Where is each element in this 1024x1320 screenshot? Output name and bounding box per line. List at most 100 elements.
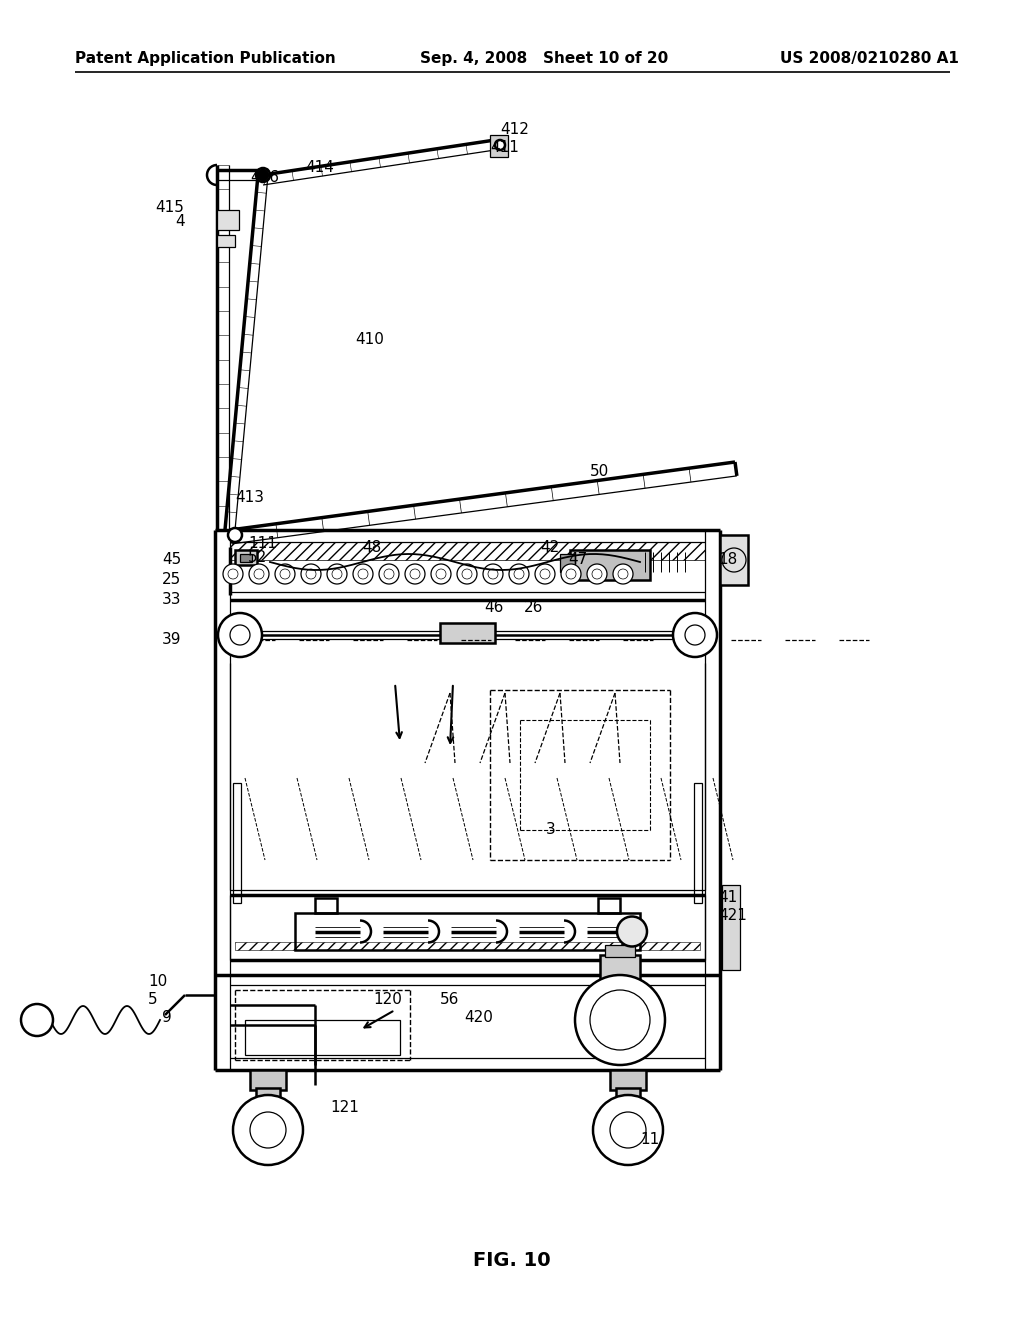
Bar: [600, 954, 640, 985]
Text: 33: 33: [162, 593, 181, 607]
Bar: [720, 535, 748, 585]
Text: FIG. 10: FIG. 10: [473, 1250, 551, 1270]
Text: 4: 4: [175, 214, 184, 230]
Circle shape: [275, 564, 295, 583]
Circle shape: [258, 170, 268, 180]
Text: 25: 25: [162, 573, 181, 587]
Text: 416: 416: [250, 169, 279, 185]
Circle shape: [406, 564, 425, 583]
Text: 121: 121: [330, 1101, 358, 1115]
Bar: [440, 623, 495, 643]
Bar: [240, 554, 252, 562]
Circle shape: [587, 564, 607, 583]
Circle shape: [613, 564, 633, 583]
Circle shape: [233, 1096, 303, 1166]
Text: 42: 42: [540, 540, 559, 554]
Text: 5: 5: [148, 993, 158, 1007]
Text: 47: 47: [568, 553, 587, 568]
Text: 26: 26: [524, 601, 544, 615]
Circle shape: [436, 569, 446, 579]
Text: 412: 412: [500, 123, 528, 137]
Circle shape: [280, 569, 290, 579]
Text: 3: 3: [546, 822, 556, 837]
Text: 48: 48: [362, 540, 381, 556]
Circle shape: [509, 564, 529, 583]
Text: 410: 410: [355, 333, 384, 347]
Bar: [560, 554, 575, 572]
Bar: [233, 783, 241, 903]
Text: Patent Application Publication: Patent Application Publication: [75, 50, 336, 66]
Text: 52: 52: [248, 550, 267, 565]
Circle shape: [673, 612, 717, 657]
Text: 420: 420: [464, 1011, 493, 1026]
Text: 50: 50: [590, 465, 609, 479]
Text: 45: 45: [162, 553, 181, 568]
Circle shape: [462, 569, 472, 579]
Text: 413: 413: [234, 491, 264, 506]
Bar: [245, 1020, 400, 1055]
Circle shape: [610, 1111, 646, 1148]
Circle shape: [327, 564, 347, 583]
Text: Sep. 4, 2008   Sheet 10 of 20: Sep. 4, 2008 Sheet 10 of 20: [420, 50, 669, 66]
Circle shape: [488, 569, 498, 579]
Text: 414: 414: [305, 160, 334, 174]
Bar: [234, 942, 700, 950]
Bar: [722, 884, 740, 970]
Circle shape: [223, 564, 243, 583]
Circle shape: [514, 569, 524, 579]
Circle shape: [249, 564, 269, 583]
Circle shape: [301, 564, 321, 583]
Circle shape: [540, 569, 550, 579]
Circle shape: [228, 528, 242, 543]
Text: US 2008/0210280 A1: US 2008/0210280 A1: [780, 50, 958, 66]
Circle shape: [254, 569, 264, 579]
Bar: [490, 135, 508, 157]
Text: 9: 9: [162, 1011, 172, 1026]
Circle shape: [306, 569, 316, 579]
Bar: [250, 1071, 286, 1090]
Circle shape: [618, 569, 628, 579]
Circle shape: [617, 916, 647, 946]
Circle shape: [228, 569, 238, 579]
Circle shape: [332, 569, 342, 579]
Bar: [610, 1071, 646, 1090]
Bar: [260, 1098, 276, 1106]
Bar: [217, 235, 234, 247]
Circle shape: [353, 564, 373, 583]
Text: 415: 415: [155, 199, 184, 214]
Circle shape: [379, 564, 399, 583]
Circle shape: [431, 564, 451, 583]
Circle shape: [457, 564, 477, 583]
Bar: [570, 550, 650, 579]
Text: 411: 411: [490, 140, 519, 156]
Bar: [694, 783, 702, 903]
Text: 11: 11: [640, 1133, 659, 1147]
Bar: [620, 1098, 636, 1106]
Circle shape: [384, 569, 394, 579]
Bar: [230, 543, 705, 560]
Text: 120: 120: [373, 993, 401, 1007]
Circle shape: [495, 140, 505, 150]
Text: 111: 111: [248, 536, 276, 550]
Text: 56: 56: [440, 993, 460, 1007]
Text: 41: 41: [718, 891, 737, 906]
Bar: [315, 898, 337, 913]
Bar: [234, 550, 257, 565]
Circle shape: [250, 1111, 286, 1148]
Circle shape: [410, 569, 420, 579]
Text: 46: 46: [484, 601, 504, 615]
Circle shape: [535, 564, 555, 583]
Circle shape: [592, 569, 602, 579]
Bar: [616, 1088, 640, 1100]
Circle shape: [358, 569, 368, 579]
Bar: [295, 913, 640, 950]
Bar: [256, 1088, 280, 1100]
Circle shape: [22, 1005, 53, 1036]
Circle shape: [483, 564, 503, 583]
Text: 10: 10: [148, 974, 167, 990]
Circle shape: [593, 1096, 663, 1166]
Circle shape: [256, 168, 270, 182]
Bar: [217, 210, 239, 230]
Circle shape: [566, 569, 575, 579]
Circle shape: [590, 990, 650, 1049]
